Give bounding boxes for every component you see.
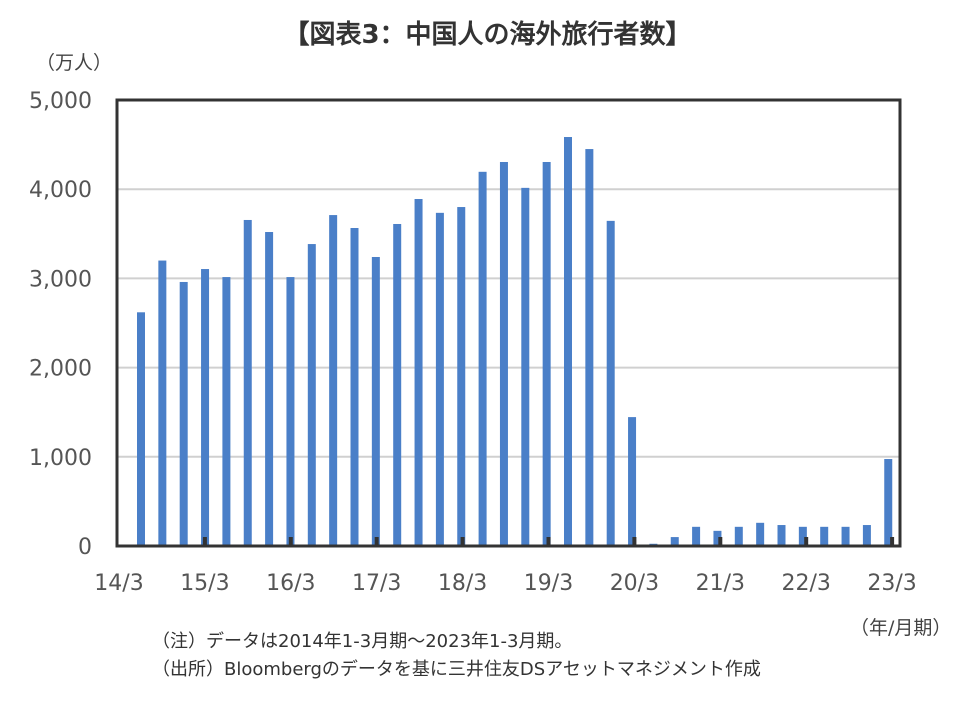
bar-16/6 bbox=[307, 244, 316, 547]
y-axis-unit: （万人） bbox=[36, 52, 113, 74]
x-tick-label: 18/3 bbox=[438, 571, 487, 596]
x-tick-label: 19/3 bbox=[524, 571, 573, 596]
x-tick-label: 16/3 bbox=[266, 571, 315, 596]
bar-19/3 bbox=[542, 161, 551, 546]
bar-17/3 bbox=[371, 256, 380, 546]
x-tick-label: 17/3 bbox=[352, 571, 401, 596]
x-tick-mark bbox=[288, 537, 293, 546]
bar-15/3 bbox=[201, 269, 210, 546]
bar-21/6 bbox=[734, 526, 743, 546]
note-text: （注）データは2014年1-3月期～2023年1-3月期。 bbox=[152, 631, 573, 652]
bar-22/3 bbox=[798, 526, 807, 546]
bar-18/12 bbox=[521, 187, 530, 546]
x-tick-mark bbox=[460, 537, 465, 546]
bar-17/9 bbox=[414, 199, 423, 546]
bar-17/6 bbox=[393, 223, 402, 546]
y-tick-label: 0 bbox=[78, 535, 92, 560]
bar-15/12 bbox=[265, 232, 274, 547]
chart-title: 【図表3：中国人の海外旅行者数】 bbox=[283, 20, 692, 50]
bar-20/3 bbox=[628, 417, 637, 546]
x-axis-unit: （年/月期） bbox=[850, 617, 952, 639]
x-tick-mark bbox=[202, 537, 207, 546]
bar-18/9 bbox=[499, 161, 508, 546]
bar-21/9 bbox=[756, 522, 765, 546]
bar-21/12 bbox=[777, 525, 786, 546]
x-tick-label: 22/3 bbox=[781, 571, 830, 596]
bar-21/3 bbox=[713, 530, 722, 546]
bar-15/6 bbox=[222, 277, 231, 546]
x-tick-label: 14/3 bbox=[94, 571, 143, 596]
bar-20/9 bbox=[670, 537, 679, 546]
bar-22/9 bbox=[841, 526, 850, 546]
x-tick-label: 20/3 bbox=[610, 571, 659, 596]
x-tick-mark bbox=[632, 537, 637, 546]
bar-19/6 bbox=[564, 137, 572, 546]
bar-17/12 bbox=[435, 212, 444, 546]
x-tick-label: 21/3 bbox=[696, 571, 745, 596]
source-text: （出所）Bloombergのデータを基に三井住友DSアセットマネジメント作成 bbox=[152, 659, 761, 680]
y-tick-label: 5,000 bbox=[29, 89, 92, 114]
y-tick-label: 3,000 bbox=[29, 267, 92, 292]
x-tick-mark bbox=[890, 537, 895, 546]
bar-19/12 bbox=[606, 220, 615, 546]
bar-16/12 bbox=[350, 228, 359, 546]
bar-14/12 bbox=[179, 281, 188, 546]
bar-23/3 bbox=[884, 459, 893, 546]
x-tick-mark bbox=[546, 537, 551, 546]
x-tick-label: 23/3 bbox=[867, 571, 916, 596]
bar-14/9 bbox=[158, 260, 167, 546]
bar-14/6 bbox=[137, 312, 145, 546]
y-tick-label: 2,000 bbox=[29, 357, 92, 382]
bar-18/6 bbox=[478, 171, 487, 546]
y-tick-label: 1,000 bbox=[29, 446, 92, 471]
bar-22/6 bbox=[820, 526, 829, 546]
bar-18/3 bbox=[457, 207, 466, 547]
bar-20/12 bbox=[692, 526, 701, 546]
y-tick-label: 4,000 bbox=[29, 178, 92, 203]
bar-16/9 bbox=[329, 215, 338, 546]
x-tick-mark bbox=[718, 537, 723, 546]
bar-15/9 bbox=[243, 219, 252, 546]
bar-19/9 bbox=[585, 149, 594, 546]
x-tick-label: 15/3 bbox=[180, 571, 229, 596]
bar-22/12 bbox=[862, 525, 871, 546]
x-tick-mark bbox=[804, 537, 809, 546]
bar-16/3 bbox=[286, 277, 295, 546]
x-tick-mark bbox=[374, 537, 379, 546]
plot-frame bbox=[115, 98, 902, 548]
